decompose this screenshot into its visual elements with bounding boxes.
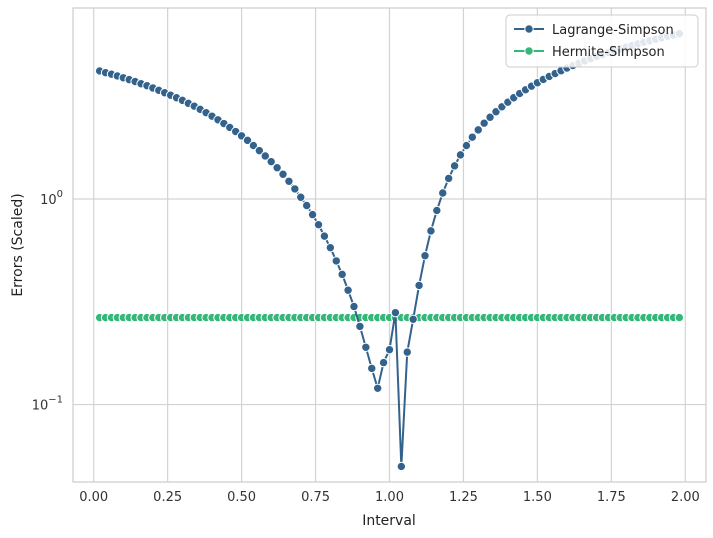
data-point [426, 226, 436, 236]
data-point [301, 200, 312, 211]
data-point [455, 150, 466, 160]
x-tick-label: 0.25 [153, 490, 182, 505]
y-tick-label: 10−1 [32, 395, 63, 414]
data-point [473, 125, 483, 135]
data-point [390, 307, 401, 318]
data-point [367, 363, 377, 374]
data-point [284, 176, 294, 186]
x-tick-label: 0.75 [301, 490, 330, 505]
y-tick-label: 100 [40, 189, 63, 208]
data-point [485, 112, 495, 122]
data-point [443, 173, 454, 184]
x-tick-label: 1.75 [597, 490, 626, 505]
series-hermite-simpson [94, 312, 685, 323]
data-point [248, 140, 259, 151]
data-point [378, 357, 389, 368]
x-tick-label: 1.50 [523, 490, 552, 505]
y-tick-exponent: 0 [57, 189, 63, 200]
legend-box [505, 14, 699, 68]
data-point [266, 156, 276, 167]
series-lagrange-simpson [94, 29, 685, 472]
data-point [396, 461, 407, 472]
data-point [337, 269, 347, 280]
data-point [414, 280, 424, 291]
data-point [313, 220, 324, 230]
data-point [372, 383, 383, 393]
ticks-layer: 0.00 0.25 0.50 0.75 1.00 1.25 1.50 1.75 2.0010−1… [32, 189, 700, 505]
data-point [254, 145, 265, 156]
x-tick-label: 1.25 [449, 490, 478, 505]
data-point [402, 347, 412, 357]
series-layer [94, 29, 685, 472]
y-axis-label: Errors (Scaled) [10, 193, 26, 296]
data-point [343, 285, 353, 295]
legend: Lagrange-Simpson Hermite-Simpson [505, 14, 699, 68]
data-point [432, 205, 442, 216]
frame-rect [72, 7, 707, 483]
data-point [319, 231, 330, 241]
data-point [438, 188, 448, 198]
x-tick-label: 0.50 [227, 490, 256, 505]
legend-marker-lagrange [524, 24, 534, 34]
data-point [260, 151, 270, 161]
data-point [408, 314, 418, 324]
data-point [461, 140, 472, 151]
y-tick-base: 10 [32, 399, 49, 414]
data-point [355, 321, 365, 332]
data-point [278, 169, 288, 179]
plot-frame [72, 7, 707, 483]
y-tick-exponent: −1 [48, 395, 63, 406]
legend-label-lagrange: Lagrange-Simpson [552, 23, 674, 38]
data-point [349, 301, 359, 312]
data-point [325, 242, 336, 253]
data-point [479, 118, 489, 128]
legend-label-hermite: Hermite-Simpson [552, 45, 665, 60]
data-point [420, 251, 430, 261]
data-point [307, 209, 318, 220]
x-axis-label: Interval [362, 513, 416, 529]
data-point [361, 342, 371, 352]
data-point [449, 161, 460, 171]
data-point [491, 107, 501, 117]
x-tick-label: 0.00 [79, 490, 108, 505]
data-point [331, 256, 341, 266]
data-point [290, 184, 300, 194]
grid [73, 8, 706, 482]
legend-marker-hermite [524, 46, 534, 56]
x-tick-label: 2.00 [671, 490, 700, 505]
data-point [674, 312, 685, 323]
data-point [384, 344, 395, 355]
data-point [272, 163, 282, 173]
data-point [242, 135, 253, 146]
data-point [467, 132, 478, 142]
x-tick-label: 1.00 [375, 490, 404, 505]
data-point [296, 192, 306, 202]
y-tick-base: 10 [40, 193, 57, 208]
